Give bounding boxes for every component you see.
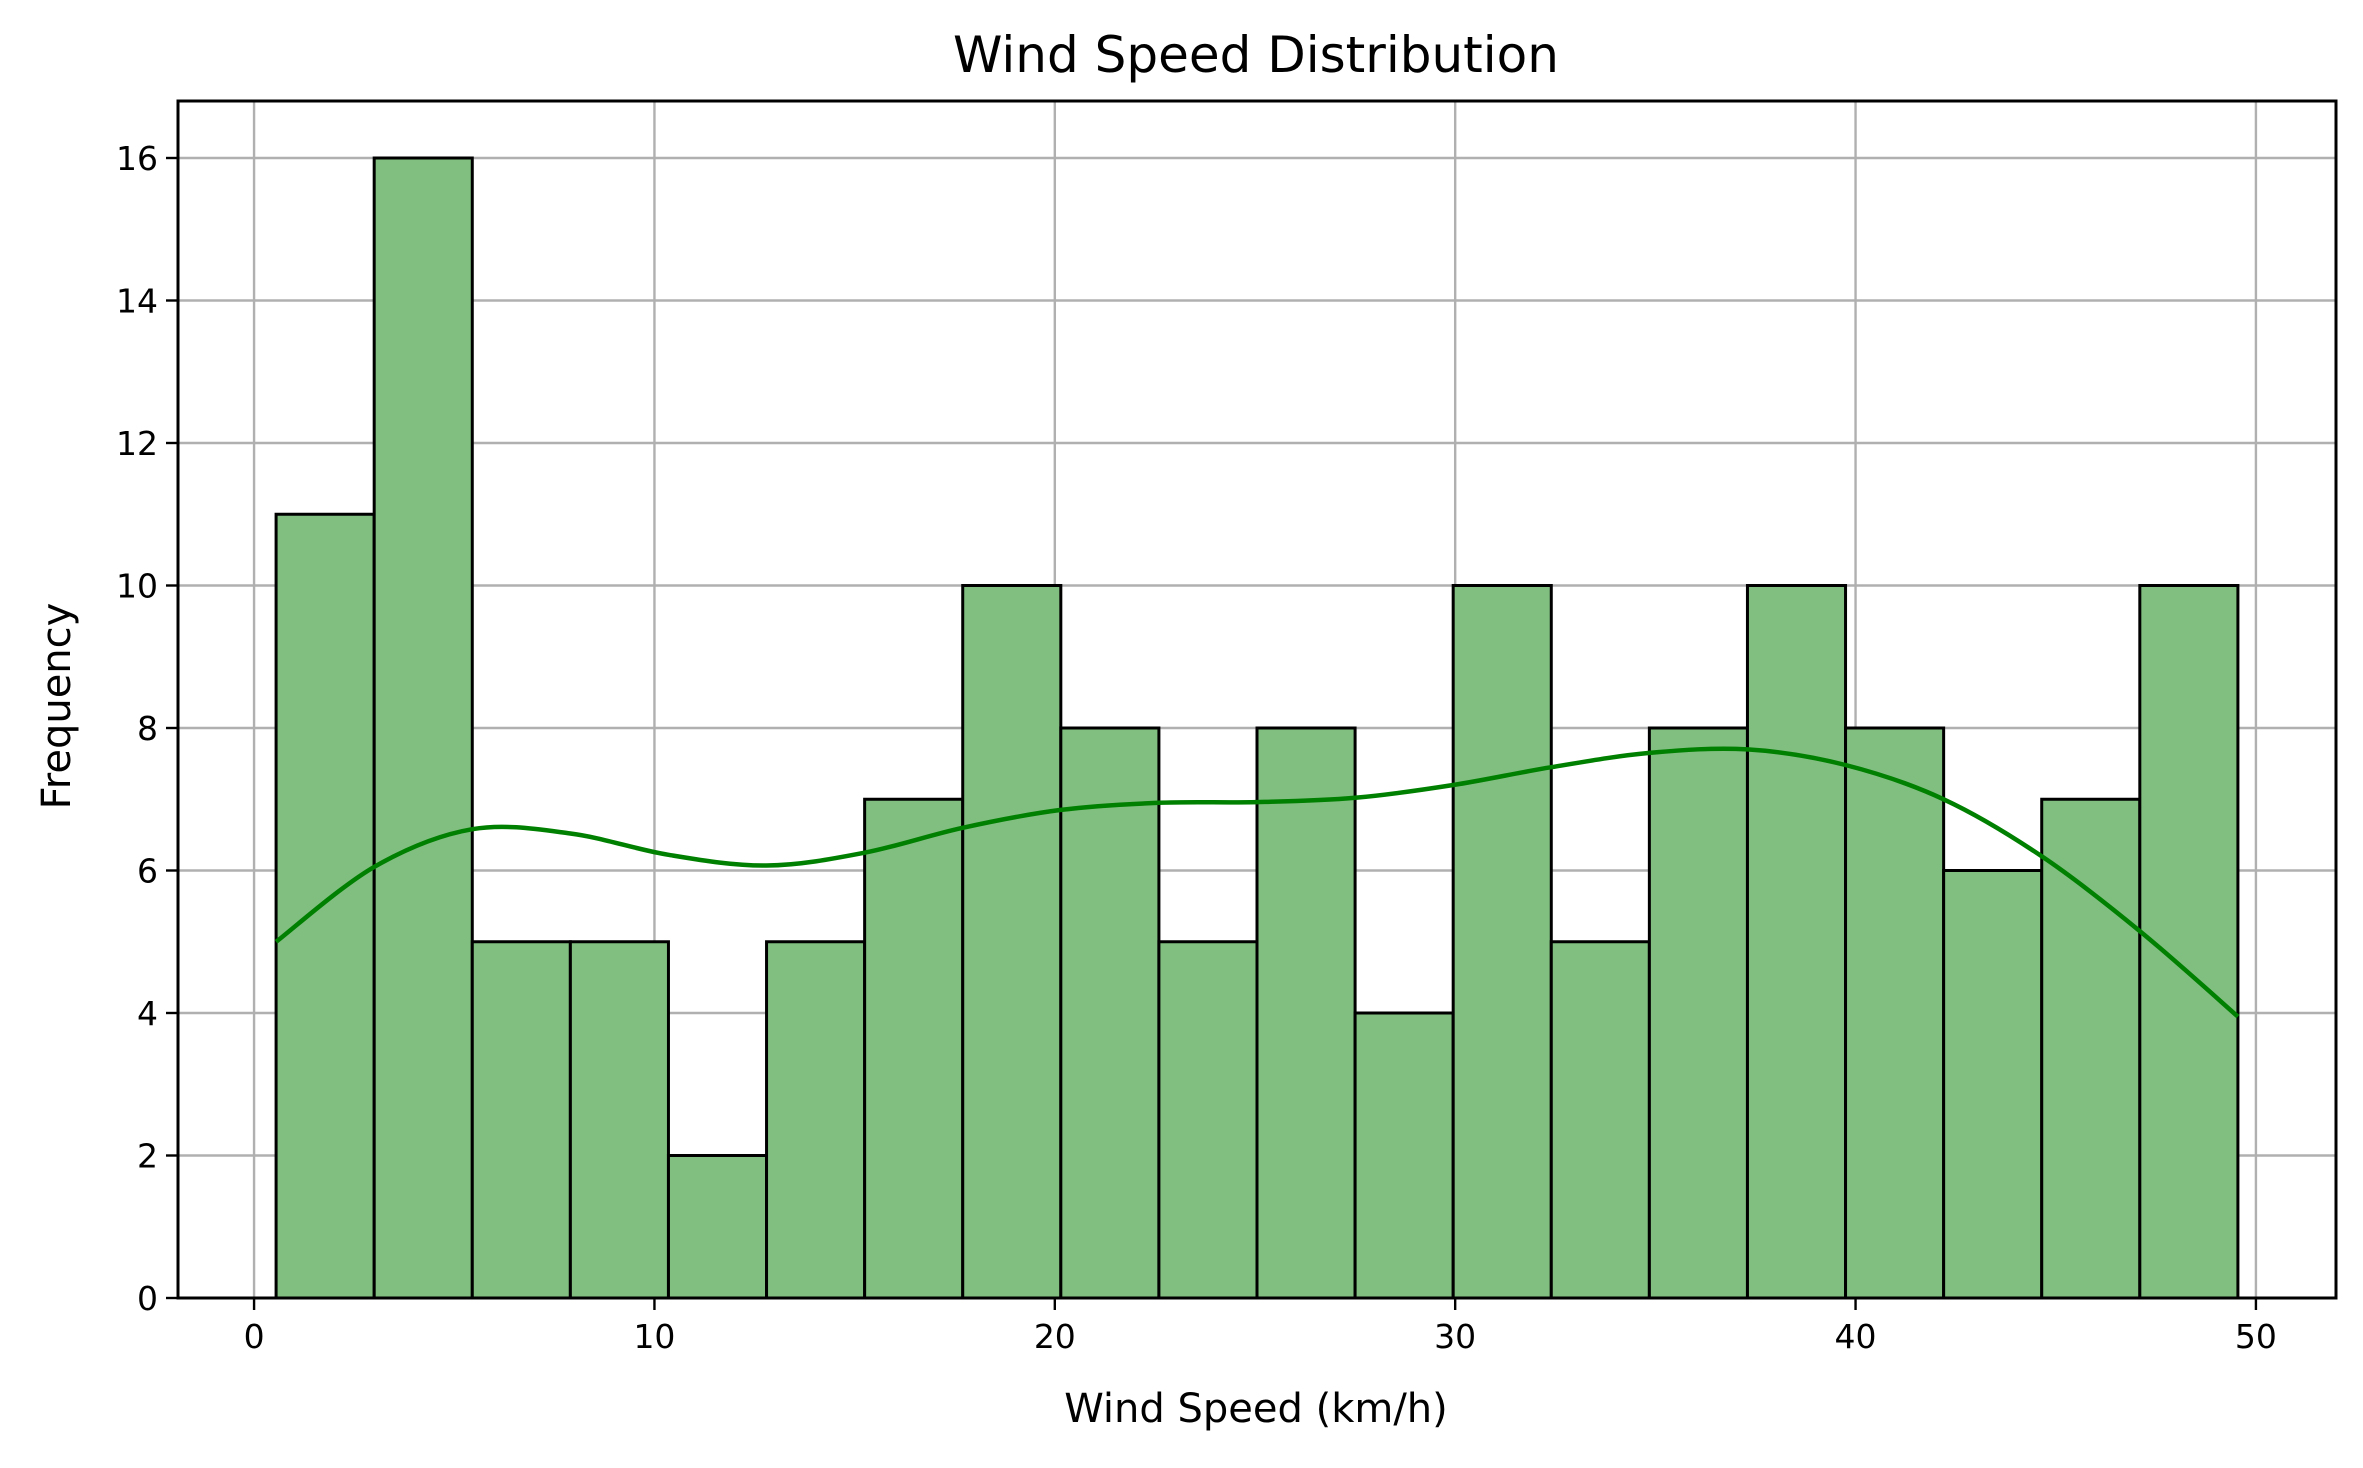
histogram-bar-1 — [274, 512, 376, 1300]
x-tick-label-10: 10 — [633, 1317, 675, 1356]
histogram-bar-4 — [568, 940, 670, 1300]
histogram-bar-12 — [1353, 1011, 1455, 1300]
x-tick-label-40: 40 — [1835, 1317, 1877, 1356]
plot-frame — [176, 99, 2338, 1300]
kde-curve-group — [274, 746, 2240, 1019]
histogram-bar-6 — [765, 940, 867, 1300]
y-tick-label-14: 14 — [116, 282, 158, 321]
histogram-bar-2 — [372, 156, 474, 1300]
histogram-bar-18 — [1942, 869, 2044, 1300]
y-tick-label-2: 2 — [137, 1137, 158, 1176]
y-tick-label-16: 16 — [116, 139, 158, 178]
histogram-bar-5 — [666, 1154, 769, 1300]
y-axis-label: Frequency — [34, 603, 80, 810]
x-tick-label-20: 20 — [1034, 1317, 1076, 1356]
y-tick-label-0: 0 — [137, 1279, 158, 1318]
histogram-bar-14 — [1549, 940, 1651, 1300]
y-tick-label-8: 8 — [137, 709, 158, 748]
y-tick-label-12: 12 — [116, 424, 158, 463]
histogram-bar-3 — [470, 940, 572, 1300]
kde-curve — [274, 746, 2240, 1019]
chart-title: Wind Speed Distribution — [953, 26, 1559, 84]
x-tick-label-30: 30 — [1434, 1317, 1476, 1356]
histogram-bar-8 — [961, 584, 1063, 1300]
histogram-bar-17 — [1844, 726, 1946, 1300]
axis-ticks: 0 10 20 30 40 50 0 2 4 6 8 10 12 14 16 — [116, 139, 2277, 1356]
y-tick-label-4: 4 — [137, 994, 158, 1033]
y-tick-label-6: 6 — [137, 852, 158, 891]
histogram-bar-9 — [1059, 726, 1161, 1300]
histogram-bar-13 — [1451, 584, 1553, 1300]
plot-border — [176, 99, 2338, 1300]
histogram-bar-15 — [1647, 726, 1749, 1300]
histogram-bar-19 — [2040, 797, 2142, 1300]
x-axis-label: Wind Speed (km/h) — [1064, 1386, 1448, 1432]
histogram-bar-16 — [1745, 584, 1848, 1300]
histogram-bars — [274, 156, 2240, 1300]
histogram-bar-7 — [863, 797, 965, 1300]
x-tick-label-0: 0 — [244, 1317, 265, 1356]
histogram-bar-20 — [2138, 584, 2240, 1300]
histogram-bar-11 — [1255, 726, 1357, 1300]
histogram-bar-10 — [1157, 940, 1259, 1300]
y-tick-label-10: 10 — [116, 567, 158, 606]
x-tick-label-50: 50 — [2235, 1317, 2277, 1356]
